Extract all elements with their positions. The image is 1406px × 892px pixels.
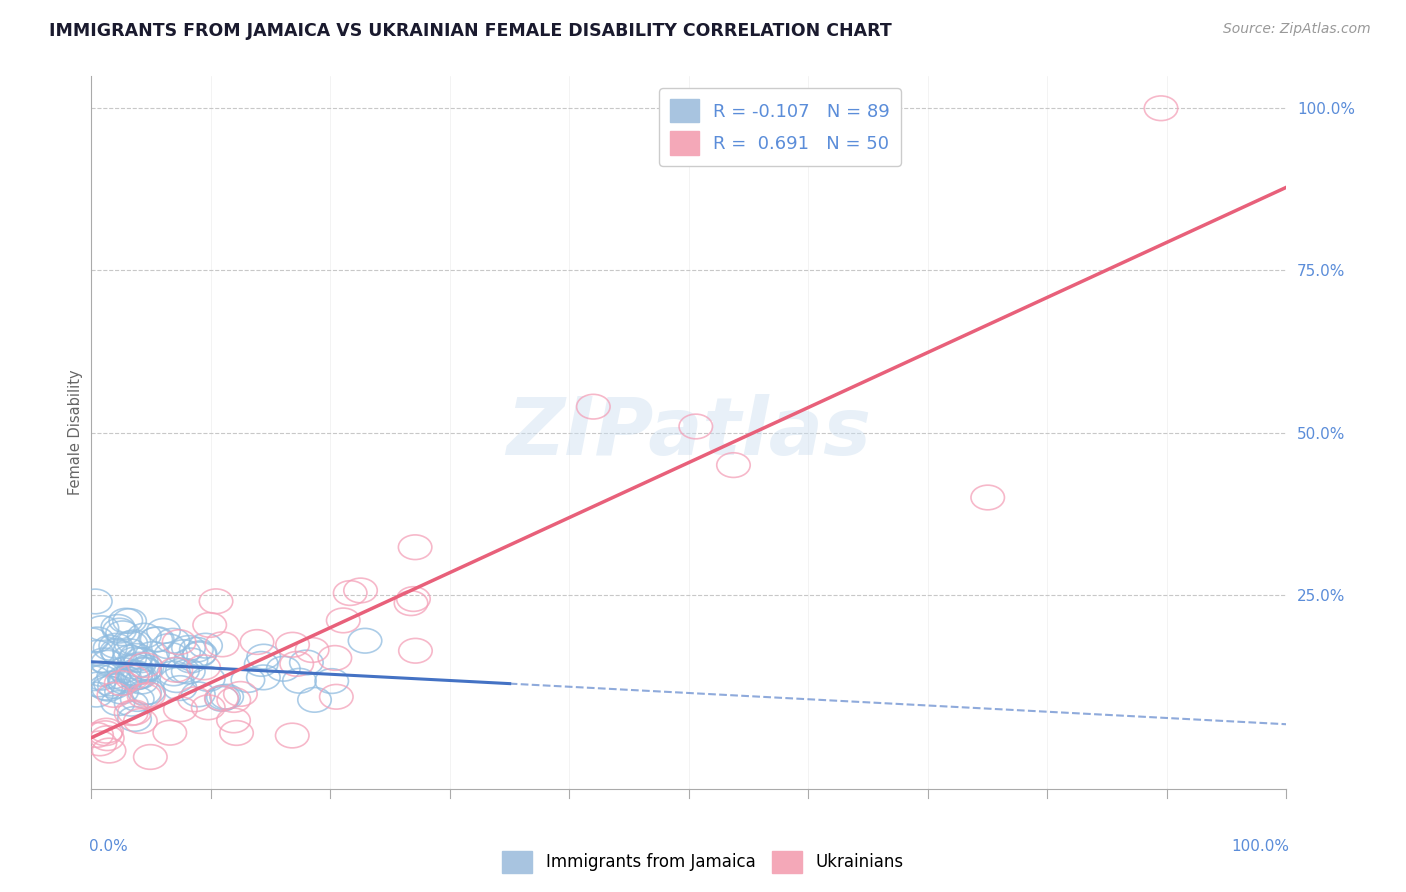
Text: 0.0%: 0.0% [89,839,128,855]
Legend: R = -0.107   N = 89, R =  0.691   N = 50: R = -0.107 N = 89, R = 0.691 N = 50 [659,88,901,166]
Text: 100.0%: 100.0% [1230,839,1289,855]
Y-axis label: Female Disability: Female Disability [67,370,83,495]
Text: IMMIGRANTS FROM JAMAICA VS UKRAINIAN FEMALE DISABILITY CORRELATION CHART: IMMIGRANTS FROM JAMAICA VS UKRAINIAN FEM… [49,22,891,40]
Text: ZIPatlas: ZIPatlas [506,393,872,472]
Text: Source: ZipAtlas.com: Source: ZipAtlas.com [1223,22,1371,37]
Legend: Immigrants from Jamaica, Ukrainians: Immigrants from Jamaica, Ukrainians [496,845,910,880]
